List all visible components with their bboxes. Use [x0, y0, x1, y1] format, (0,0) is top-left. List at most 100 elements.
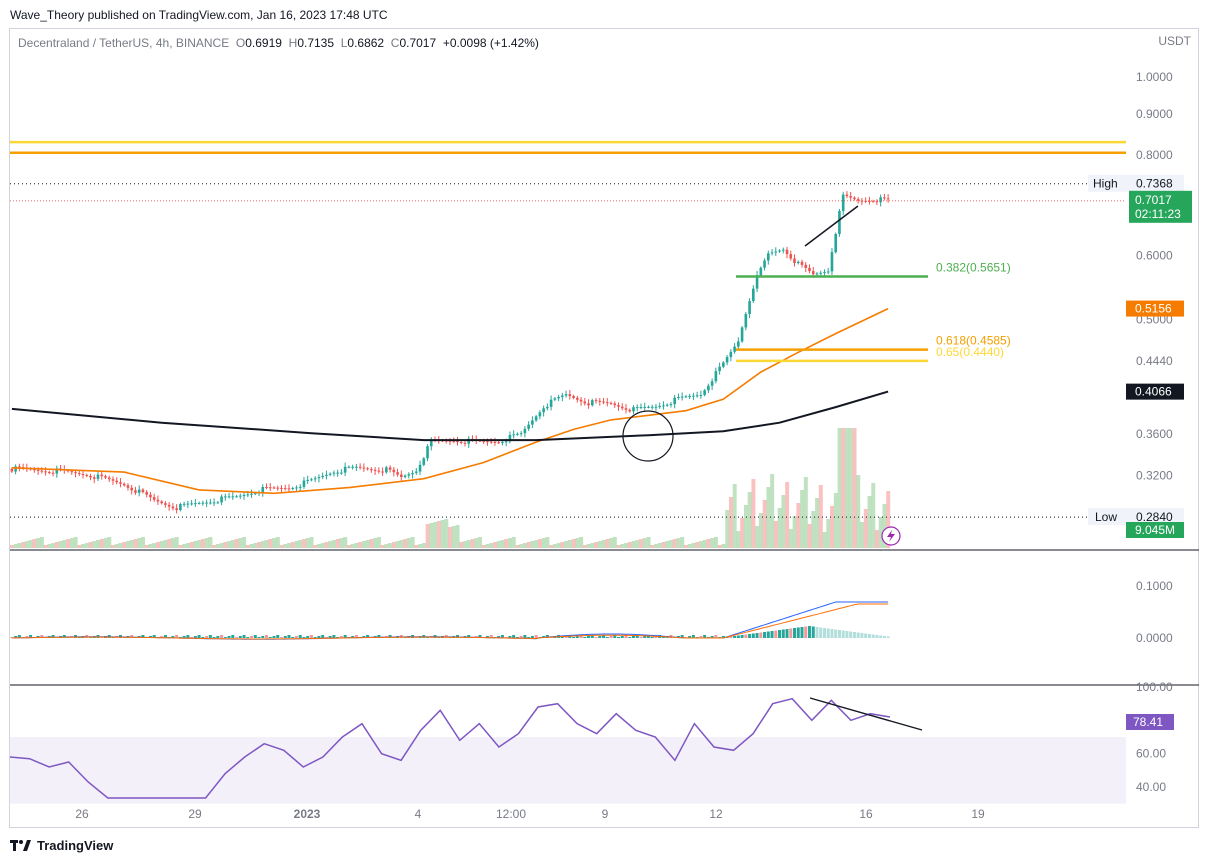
candle-body	[426, 446, 429, 459]
volume-bar	[807, 524, 812, 548]
macd-histogram-bar	[467, 635, 471, 638]
macd-histogram-bar	[688, 636, 692, 638]
macd-histogram-bar	[590, 635, 594, 638]
macd-histogram-bar	[703, 635, 707, 638]
candle-body	[845, 194, 849, 197]
volume-bar	[515, 545, 520, 548]
macd-histogram-bar	[714, 635, 718, 638]
candle-body	[156, 499, 160, 502]
candle-body	[452, 440, 456, 442]
volume-bar	[504, 539, 509, 548]
volume-bar	[758, 513, 763, 548]
volume-bar	[43, 545, 48, 548]
candle-body	[164, 503, 167, 505]
volume-bar	[279, 545, 284, 548]
macd-histogram-bar	[29, 635, 33, 638]
macd-histogram-bar	[51, 635, 55, 638]
candle-body	[815, 273, 819, 275]
macd-histogram-bar	[354, 635, 358, 638]
candle-body	[770, 252, 774, 254]
candle-body	[707, 385, 710, 391]
candle-body	[175, 508, 178, 511]
macd-histogram-bar	[362, 636, 366, 638]
ema-long-value: 0.4066	[1135, 385, 1172, 399]
candle-body	[77, 473, 81, 475]
macd-histogram-bar	[294, 636, 298, 638]
volume-bar	[639, 539, 644, 548]
volume-bar	[669, 540, 674, 548]
volume-bar	[747, 492, 752, 548]
candle-body	[141, 489, 145, 493]
candle-body	[126, 485, 130, 488]
candle-body	[673, 397, 676, 405]
volume-bar	[601, 540, 606, 548]
macd-histogram-bar	[519, 636, 523, 638]
volume-bar	[440, 520, 445, 548]
volume-bar	[526, 542, 531, 548]
candle-body	[355, 466, 358, 468]
symbol-name[interactable]: Decentraland / TetherUS, 4h, BINANCE	[18, 36, 230, 50]
volume-bar	[631, 541, 636, 548]
volume-bar	[586, 544, 591, 548]
volume-bar	[702, 540, 707, 548]
high-label: H	[288, 36, 298, 50]
rsi-tick-label: 40.00	[1136, 780, 1166, 794]
candle-body	[152, 497, 156, 500]
candle-body	[609, 402, 613, 404]
macd-histogram-bar	[811, 626, 815, 638]
candle-body	[373, 469, 377, 471]
volume-bar	[523, 543, 527, 548]
candle-body	[160, 501, 163, 504]
fib-level-label: 0.382(0.5651)	[936, 261, 1011, 275]
macd-histogram-bar	[778, 630, 782, 638]
price-tick-label: 0.6000	[1136, 249, 1173, 263]
candle-body	[811, 271, 815, 275]
candle-body	[18, 466, 21, 468]
macd-histogram-bar	[231, 635, 235, 638]
tradingview-brand[interactable]: TradingView	[37, 838, 114, 853]
candle-body	[841, 194, 845, 211]
macd-histogram-bar	[624, 635, 628, 638]
time-tick-label: 9	[602, 807, 609, 821]
price-tick-label: 0.3200	[1136, 468, 1173, 482]
high-value: 0.7135	[297, 36, 335, 50]
macd-histogram-bar	[208, 635, 212, 638]
volume-bar	[260, 541, 265, 548]
macd-histogram-bar	[212, 637, 216, 638]
candle-body	[703, 390, 706, 395]
macd-histogram-bar	[699, 636, 703, 638]
candle-body	[388, 467, 392, 470]
volume-bar	[148, 544, 153, 548]
macd-histogram-bar	[279, 637, 283, 638]
macd-histogram-bar	[631, 636, 635, 638]
macd-histogram-bar	[257, 637, 261, 638]
candle-body	[710, 381, 714, 386]
volume-bar	[114, 544, 119, 548]
macd-histogram-bar	[205, 636, 209, 638]
volume-bar	[590, 543, 595, 548]
candle-body	[557, 396, 560, 399]
macd-histogram-bar	[886, 636, 890, 638]
candle-body	[302, 480, 306, 487]
candle-body	[504, 441, 508, 443]
macd-histogram-bar	[276, 635, 280, 638]
volume-bar	[343, 537, 348, 548]
macd-histogram-bar	[343, 635, 347, 638]
macd-histogram-bar	[852, 632, 856, 638]
volume-bar	[324, 542, 329, 548]
macd-histogram-bar	[867, 634, 871, 638]
candle-body	[486, 441, 489, 443]
macd-histogram-bar	[661, 637, 665, 638]
volume-bar	[867, 496, 872, 548]
macd-histogram-bar	[388, 635, 392, 638]
macd-histogram-bar	[605, 637, 609, 638]
candle-body	[336, 472, 339, 474]
macd-histogram-bar	[283, 636, 287, 638]
ema-long-line	[11, 390, 889, 442]
macd-histogram-bar	[201, 637, 205, 638]
candle-body	[429, 439, 433, 447]
candle-body	[755, 275, 759, 289]
candle-body	[456, 441, 459, 443]
macd-histogram-bar	[879, 635, 883, 638]
